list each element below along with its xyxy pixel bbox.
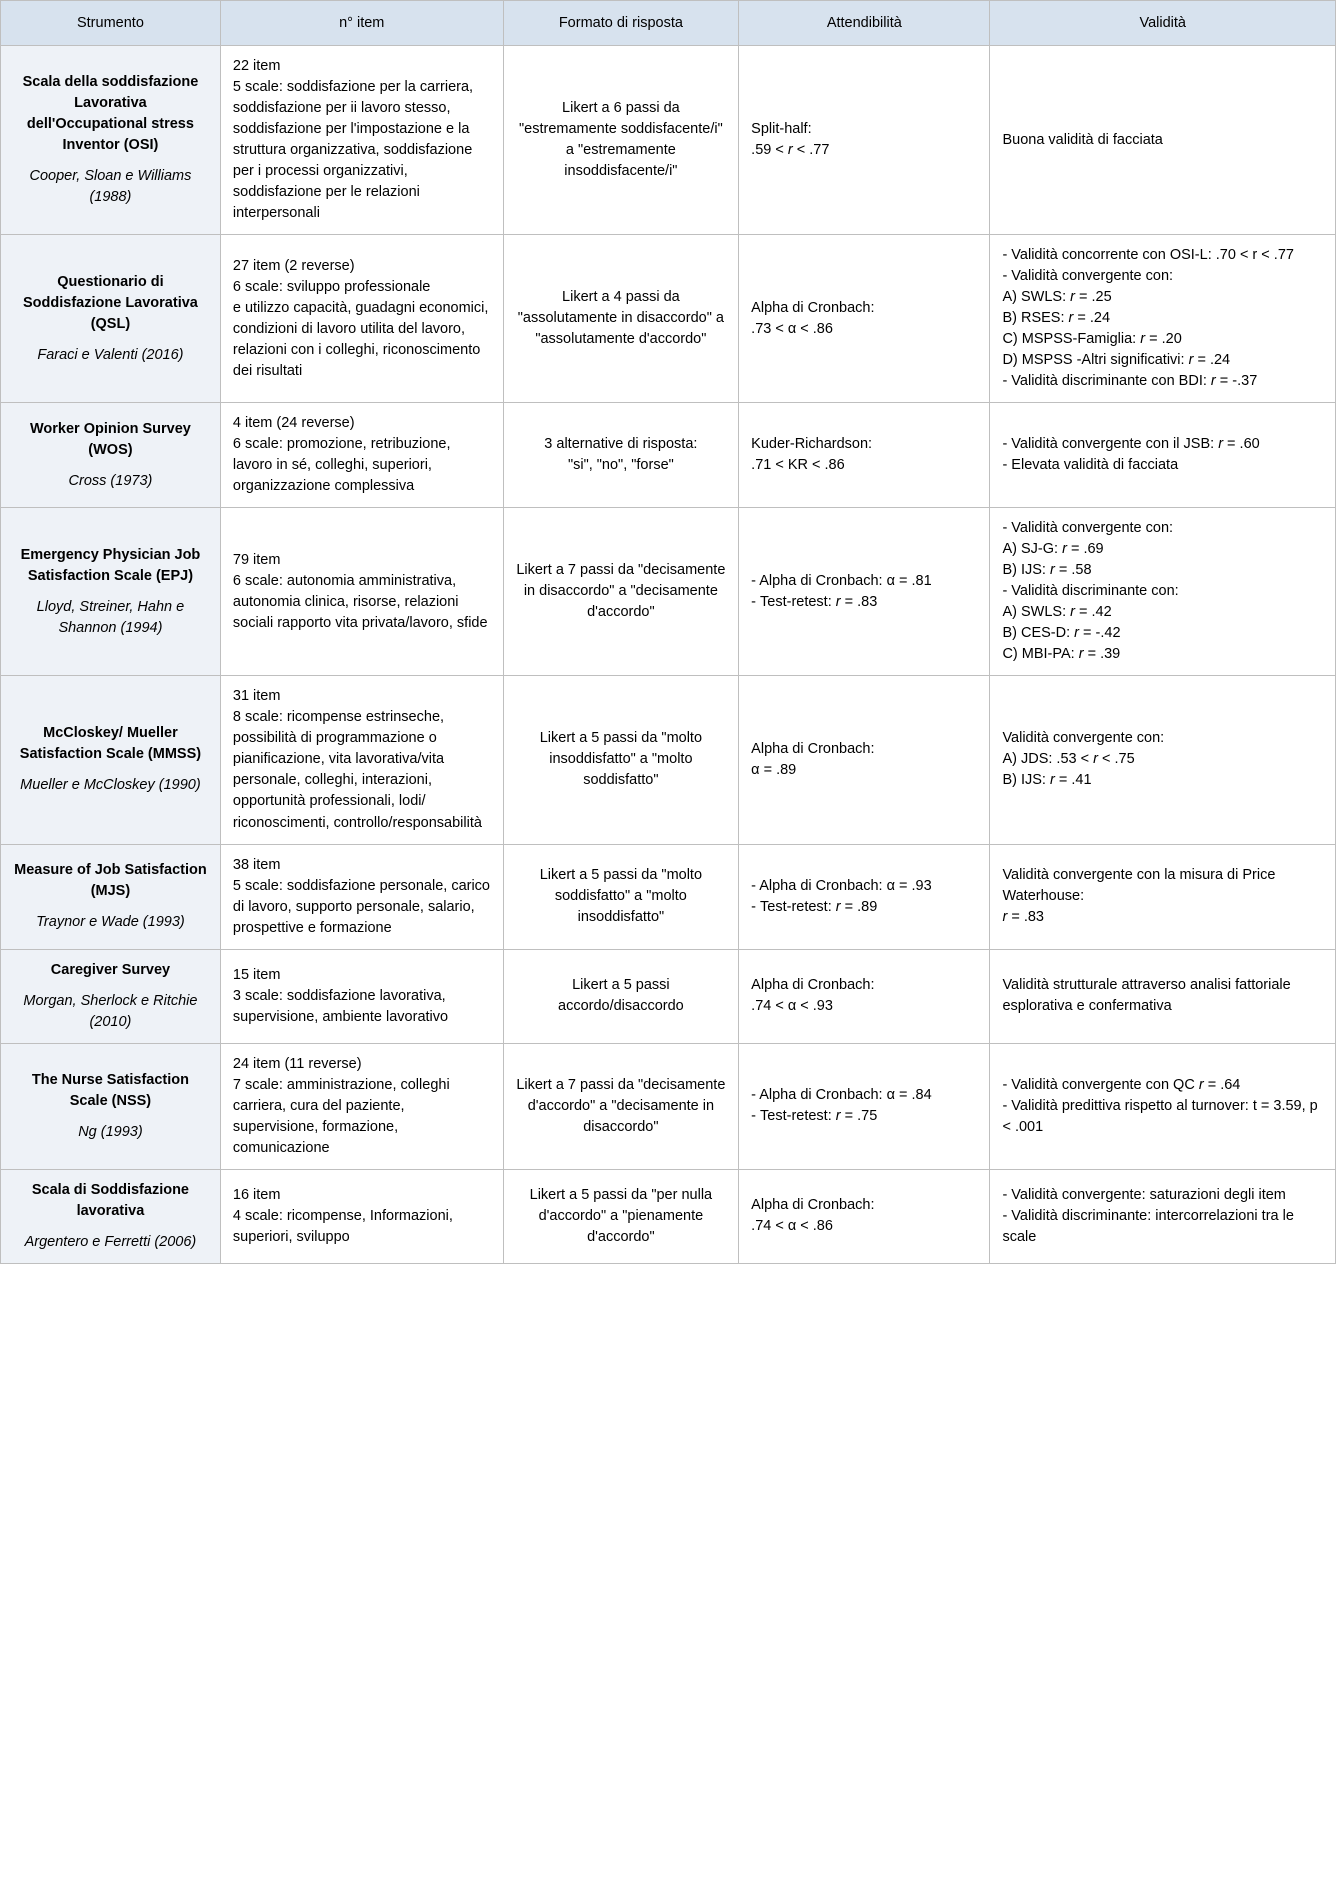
cell-formato: Likert a 7 passi da "decisamente in disa… [503, 508, 739, 676]
instrument-authors: Traynor e Wade (1993) [13, 912, 208, 933]
cell-validita: Validità convergente con la misura di Pr… [990, 844, 1336, 949]
col-header-attendibilita: Attendibilità [739, 1, 990, 46]
col-header-validita: Validità [990, 1, 1336, 46]
instrument-authors: Morgan, Sherlock e Ritchie (2010) [13, 991, 208, 1033]
instrument-name: Scala della soddisfazione Lavorativa del… [13, 72, 208, 156]
table-row: Questionario di Soddisfazione Lavorativa… [1, 235, 1336, 403]
cell-nitem: 22 item5 scale: soddisfazione per la car… [220, 46, 503, 235]
cell-validita: Buona validità di facciata [990, 46, 1336, 235]
cell-validita: - Validità convergente con QC r = .64- V… [990, 1043, 1336, 1169]
table-row: Scala della soddisfazione Lavorativa del… [1, 46, 1336, 235]
cell-attendibilita: Alpha di Cronbach:.74 < α < .86 [739, 1169, 990, 1263]
table-row: Measure of Job Satisfaction (MJS) Traynor… [1, 844, 1336, 949]
instrument-authors: Faraci e Valenti (2016) [13, 345, 208, 366]
col-header-formato: Formato di risposta [503, 1, 739, 46]
table-row: The Nurse Satisfaction Scale (NSS) Ng (19… [1, 1043, 1336, 1169]
table-row: Worker Opinion Survey (WOS) Cross (1973) 4… [1, 403, 1336, 508]
cell-nitem: 24 item (11 reverse)7 scale: amministraz… [220, 1043, 503, 1169]
instrument-name: Questionario di Soddisfazione Lavorativa… [13, 272, 208, 335]
cell-attendibilita: Split-half:.59 < r < .77 [739, 46, 990, 235]
cell-nitem: 79 item6 scale: autonomia amministrativa… [220, 508, 503, 676]
cell-nitem: 31 item8 scale: ricompense estrinseche, … [220, 676, 503, 844]
cell-attendibilita: Kuder-Richardson:.71 < KR < .86 [739, 403, 990, 508]
cell-validita: - Validità concorrente con OSI-L: .70 < … [990, 235, 1336, 403]
instrument-authors: Ng (1993) [13, 1122, 208, 1143]
cell-formato: Likert a 5 passi da "molto insoddisfatto… [503, 676, 739, 844]
cell-instrument: Scala della soddisfazione Lavorativa del… [1, 46, 221, 235]
cell-validita: - Validità convergente con:A) SJ-G: r = … [990, 508, 1336, 676]
table-row: McCloskey/ Mueller Satisfaction Scale (M… [1, 676, 1336, 844]
cell-attendibilita: - Alpha di Cronbach: α = .81- Test-retes… [739, 508, 990, 676]
cell-instrument: McCloskey/ Mueller Satisfaction Scale (M… [1, 676, 221, 844]
cell-formato: Likert a 6 passi da "estremamente soddis… [503, 46, 739, 235]
cell-validita: - Validità convergente con il JSB: r = .… [990, 403, 1336, 508]
table-row: Emergency Physician Job Satisfaction Sca… [1, 508, 1336, 676]
instrument-name: Emergency Physician Job Satisfaction Sca… [13, 545, 208, 587]
cell-nitem: 15 item3 scale: soddisfazione lavorativa… [220, 949, 503, 1043]
cell-instrument: Questionario di Soddisfazione Lavorativa… [1, 235, 221, 403]
table-row: Scala di Soddisfazione lavorativa Argente… [1, 1169, 1336, 1263]
cell-validita: Validità strutturale attraverso analisi … [990, 949, 1336, 1043]
table-header: Strumento n° item Formato di risposta At… [1, 1, 1336, 46]
cell-formato: Likert a 5 passi accordo/disaccordo [503, 949, 739, 1043]
cell-formato: Likert a 5 passi da "molto soddisfatto" … [503, 844, 739, 949]
cell-formato: Likert a 4 passi da "assolutamente in di… [503, 235, 739, 403]
cell-attendibilita: Alpha di Cronbach:.73 < α < .86 [739, 235, 990, 403]
cell-instrument: Worker Opinion Survey (WOS) Cross (1973) [1, 403, 221, 508]
instrument-name: The Nurse Satisfaction Scale (NSS) [13, 1070, 208, 1112]
cell-formato: Likert a 7 passi da "decisamente d'accor… [503, 1043, 739, 1169]
cell-attendibilita: - Alpha di Cronbach: α = .93- Test-retes… [739, 844, 990, 949]
instrument-authors: Cooper, Sloan e Williams (1988) [13, 166, 208, 208]
table-body: Scala della soddisfazione Lavorativa del… [1, 46, 1336, 1264]
table-row: Caregiver Survey Morgan, Sherlock e Ritch… [1, 949, 1336, 1043]
cell-instrument: Scala di Soddisfazione lavorativa Argente… [1, 1169, 221, 1263]
cell-nitem: 27 item (2 reverse)6 scale: sviluppo pro… [220, 235, 503, 403]
instrument-authors: Argentero e Ferretti (2006) [13, 1232, 208, 1253]
cell-instrument: Emergency Physician Job Satisfaction Sca… [1, 508, 221, 676]
cell-attendibilita: - Alpha di Cronbach: α = .84- Test-retes… [739, 1043, 990, 1169]
cell-instrument: The Nurse Satisfaction Scale (NSS) Ng (19… [1, 1043, 221, 1169]
instrument-name: Caregiver Survey [13, 960, 208, 981]
cell-formato: 3 alternative di risposta:"si", "no", "f… [503, 403, 739, 508]
instrument-authors: Mueller e McCloskey (1990) [13, 775, 208, 796]
instrument-authors: Cross (1973) [13, 471, 208, 492]
cell-instrument: Measure of Job Satisfaction (MJS) Traynor… [1, 844, 221, 949]
cell-instrument: Caregiver Survey Morgan, Sherlock e Ritch… [1, 949, 221, 1043]
instrument-authors: Lloyd, Streiner, Hahn e Shannon (1994) [13, 597, 208, 639]
instrument-name: Measure of Job Satisfaction (MJS) [13, 860, 208, 902]
cell-validita: Validità convergente con:A) JDS: .53 < r… [990, 676, 1336, 844]
cell-validita: - Validità convergente: saturazioni degl… [990, 1169, 1336, 1263]
cell-nitem: 16 item4 scale: ricompense, Informazioni… [220, 1169, 503, 1263]
cell-attendibilita: Alpha di Cronbach:α = .89 [739, 676, 990, 844]
instruments-table: Strumento n° item Formato di risposta At… [0, 0, 1336, 1264]
instrument-name: McCloskey/ Mueller Satisfaction Scale (M… [13, 723, 208, 765]
instrument-name: Worker Opinion Survey (WOS) [13, 419, 208, 461]
col-header-nitem: n° item [220, 1, 503, 46]
cell-nitem: 4 item (24 reverse)6 scale: promozione, … [220, 403, 503, 508]
cell-attendibilita: Alpha di Cronbach:.74 < α < .93 [739, 949, 990, 1043]
cell-formato: Likert a 5 passi da "per nulla d'accordo… [503, 1169, 739, 1263]
cell-nitem: 38 item5 scale: soddisfazione personale,… [220, 844, 503, 949]
instrument-name: Scala di Soddisfazione lavorativa [13, 1180, 208, 1222]
col-header-strumento: Strumento [1, 1, 221, 46]
